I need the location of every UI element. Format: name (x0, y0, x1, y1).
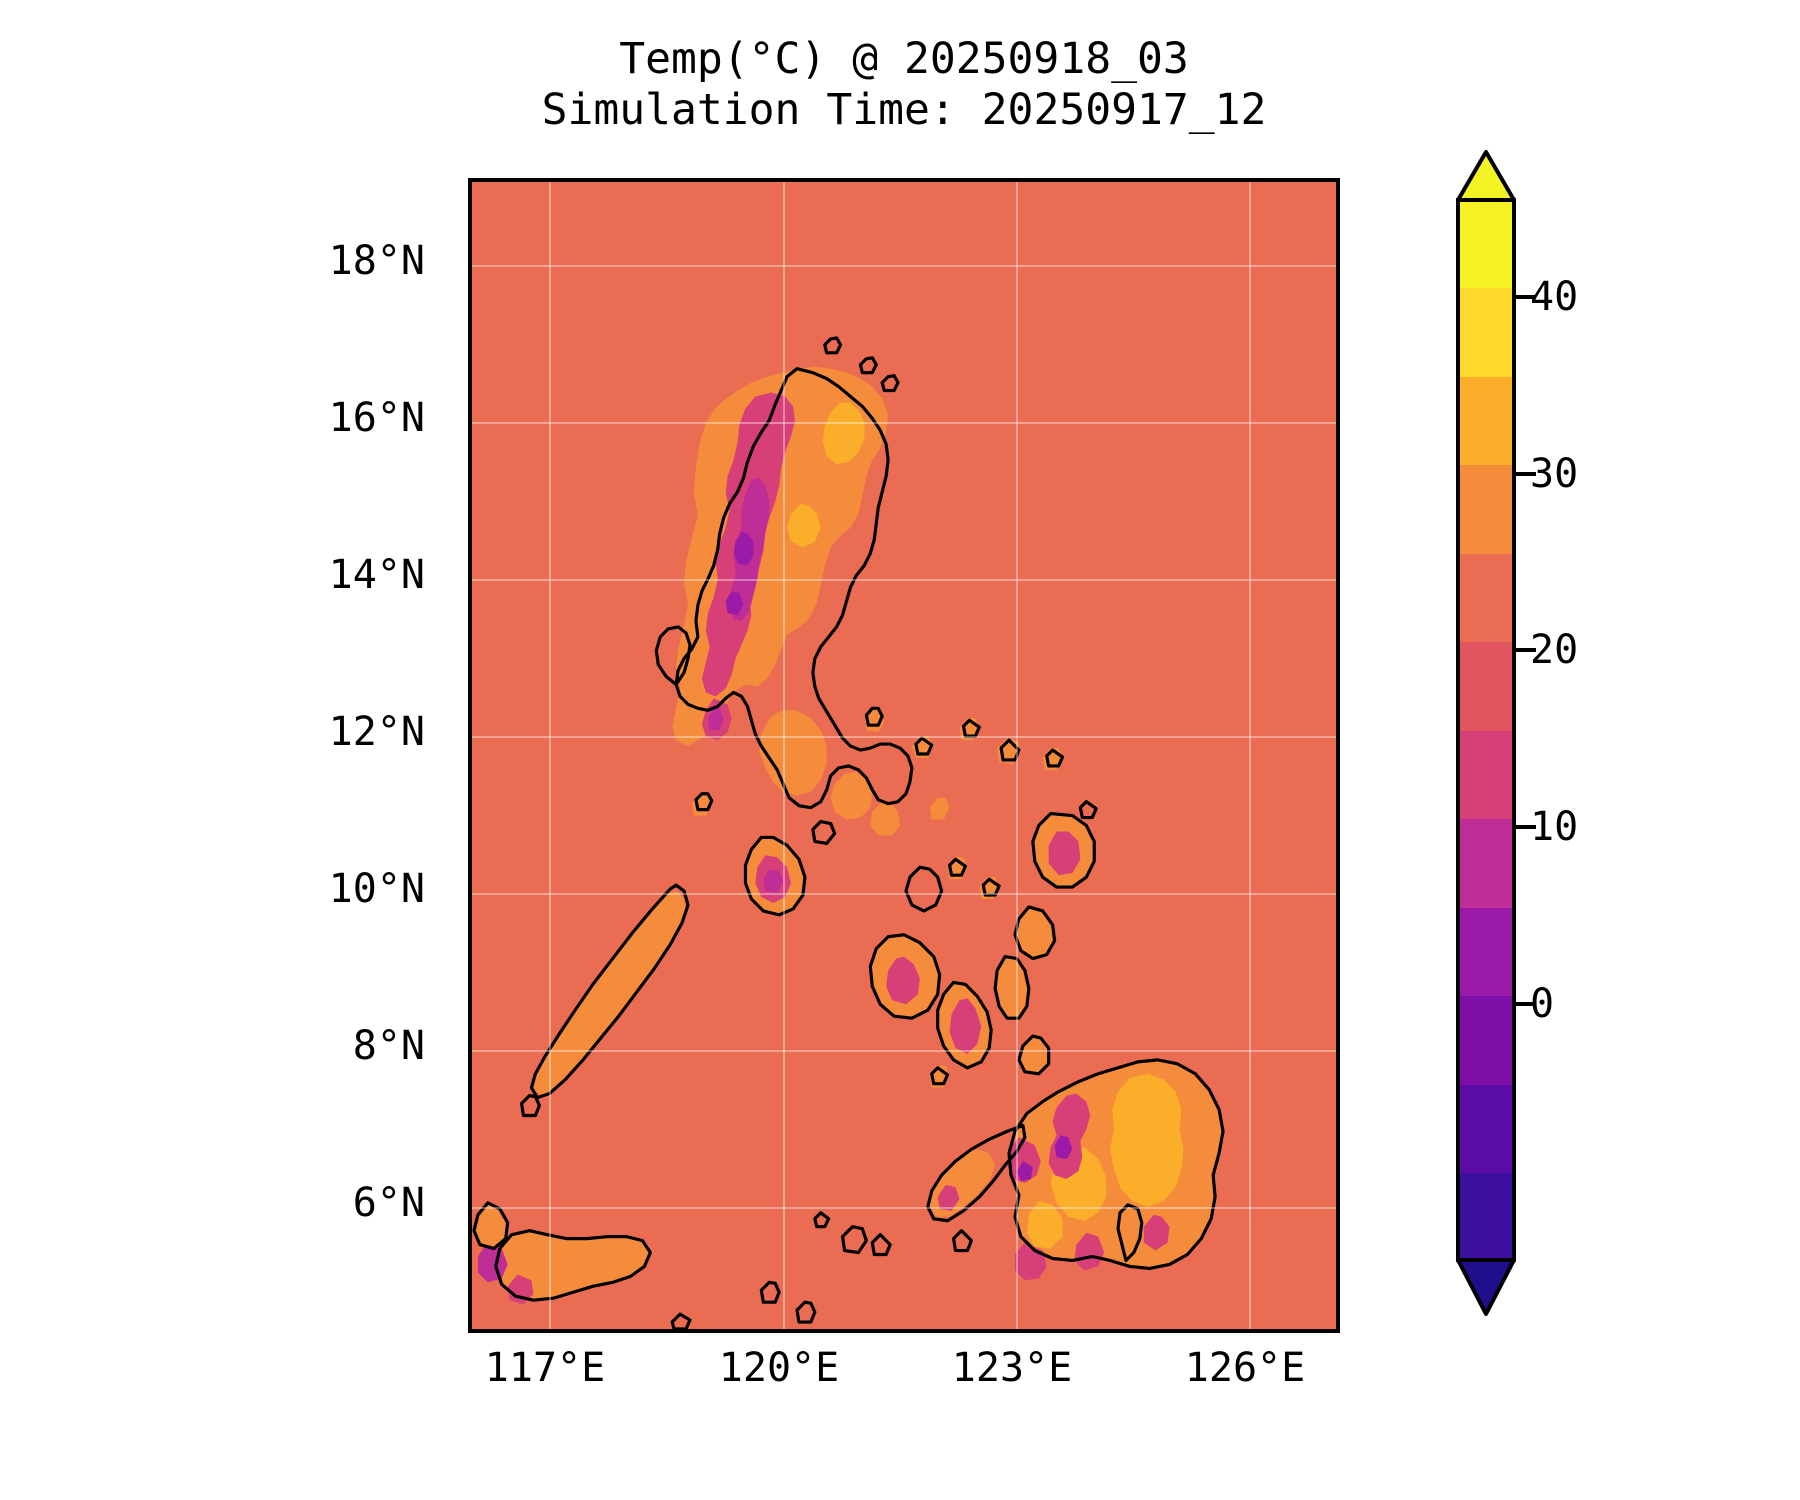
ytick-label-10N: 10°N (328, 866, 425, 912)
xtick-label-117E: 117°E (484, 1345, 606, 1391)
title-line-simulation-time: Simulation Time: 20250917_12 (541, 84, 1267, 135)
colorbar-tick-label-40: 40 (1530, 274, 1579, 320)
ytick-label-12N: 12°N (328, 709, 425, 755)
ytick-label-18N: 18°N (328, 238, 425, 284)
colorbar-band-group (1458, 200, 1514, 1260)
page-title: Temp(°C) @ 20250918_03 Simulation Time: … (468, 34, 1340, 135)
ytick-label-14N: 14°N (328, 552, 425, 598)
temperature-contour-layer (472, 182, 1336, 1329)
colorbar-swatches (1456, 150, 1536, 1316)
colorbar-ticks (1514, 295, 1536, 1006)
colorbar-tick-label-20: 20 (1530, 627, 1579, 673)
colorbar: 40 30 20 10 0 (1418, 150, 1718, 1365)
title-line-variable-time: Temp(°C) @ 20250918_03 (619, 34, 1189, 84)
colorbar-tick-label-10: 10 (1530, 804, 1579, 850)
ytick-label-6N: 6°N (352, 1180, 425, 1226)
colorbar-tick-label-30: 30 (1530, 451, 1579, 497)
colorbar-over-arrow (1456, 150, 1516, 202)
ytick-label-8N: 8°N (352, 1023, 425, 1069)
xtick-label-120E: 120°E (718, 1345, 840, 1391)
xtick-label-126E: 126°E (1184, 1345, 1306, 1391)
coastline-paths (472, 336, 1225, 1329)
map-plot-area (468, 178, 1340, 1333)
ytick-label-16N: 16°N (328, 395, 425, 441)
colorbar-under-arrow (1456, 1258, 1516, 1316)
colorbar-tick-label-0: 0 (1530, 981, 1555, 1027)
xtick-label-123E: 123°E (951, 1345, 1073, 1391)
